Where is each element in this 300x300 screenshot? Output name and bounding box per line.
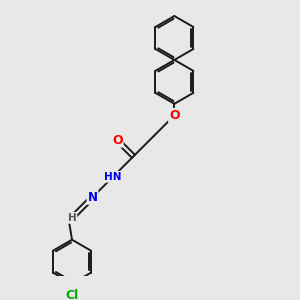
Text: O: O xyxy=(112,134,123,147)
Text: O: O xyxy=(169,109,180,122)
Text: H: H xyxy=(68,213,76,223)
Text: Cl: Cl xyxy=(65,289,79,300)
Text: N: N xyxy=(88,191,98,204)
Text: HN: HN xyxy=(104,172,122,182)
